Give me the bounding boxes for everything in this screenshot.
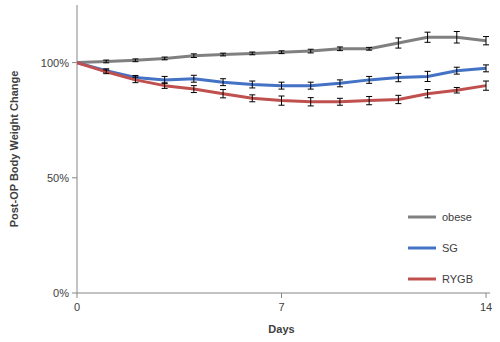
error-bar xyxy=(483,81,489,90)
error-bar xyxy=(191,54,197,58)
error-bar xyxy=(366,76,372,83)
y-tick-label: 100% xyxy=(41,57,69,69)
x-tick xyxy=(77,293,78,298)
error-bar xyxy=(454,31,460,43)
error-bar xyxy=(337,80,343,87)
x-axis xyxy=(77,293,490,294)
y-tick xyxy=(72,293,77,294)
x-tick xyxy=(281,293,282,298)
error-bar xyxy=(337,47,343,51)
x-tick-label: 7 xyxy=(278,301,284,313)
error-bar xyxy=(162,76,168,83)
error-bar xyxy=(103,60,109,63)
legend-swatch xyxy=(408,247,436,250)
series-line xyxy=(77,37,486,62)
error-bar xyxy=(395,95,401,103)
error-bar xyxy=(162,83,168,89)
error-bar xyxy=(395,73,401,81)
error-bar xyxy=(132,77,138,83)
y-tick xyxy=(72,177,77,178)
x-tick-label: 0 xyxy=(74,301,80,313)
legend-label: obese xyxy=(442,211,472,223)
y-axis xyxy=(77,5,78,293)
error-bar xyxy=(308,82,314,89)
error-bar xyxy=(366,96,372,104)
error-bar xyxy=(249,95,255,102)
legend-swatch xyxy=(408,216,436,219)
error-bar xyxy=(279,96,285,105)
error-bar xyxy=(308,98,314,106)
x-tick-label: 14 xyxy=(480,301,492,313)
error-bar xyxy=(249,52,255,55)
error-bar xyxy=(279,51,285,54)
y-tick-label: 50% xyxy=(47,172,69,184)
error-bar xyxy=(103,70,109,74)
x-axis-label: Days xyxy=(268,323,294,335)
error-bar xyxy=(483,37,489,45)
error-bar xyxy=(249,81,255,88)
error-bar xyxy=(366,47,372,50)
legend-label: SG xyxy=(442,242,458,254)
y-tick xyxy=(72,62,77,63)
error-bar xyxy=(132,59,138,62)
error-bar xyxy=(395,38,401,48)
error-bar xyxy=(191,75,197,82)
error-bar xyxy=(425,71,431,81)
error-bar xyxy=(191,86,197,93)
legend-swatch xyxy=(408,278,436,281)
error-bar xyxy=(220,90,226,98)
error-bar xyxy=(220,79,226,86)
error-bar xyxy=(454,87,460,93)
error-bar xyxy=(425,32,431,42)
error-bar xyxy=(279,82,285,89)
plot-area xyxy=(77,31,489,105)
chart: 0% 50% 100% 0 7 14 Days Post-OP Body Weight Cha… xyxy=(0,0,500,342)
error-bar xyxy=(162,57,168,60)
error-bar xyxy=(308,49,314,53)
error-bar xyxy=(454,67,460,74)
error-bar xyxy=(425,90,431,98)
error-bar xyxy=(337,98,343,105)
y-axis-label: Post-OP Body Weight Change xyxy=(8,71,20,228)
error-bar xyxy=(483,65,489,72)
error-bar xyxy=(220,53,226,56)
legend-label: RYGB xyxy=(442,273,473,285)
y-tick-label: 0% xyxy=(53,287,69,299)
x-tick xyxy=(486,293,487,298)
